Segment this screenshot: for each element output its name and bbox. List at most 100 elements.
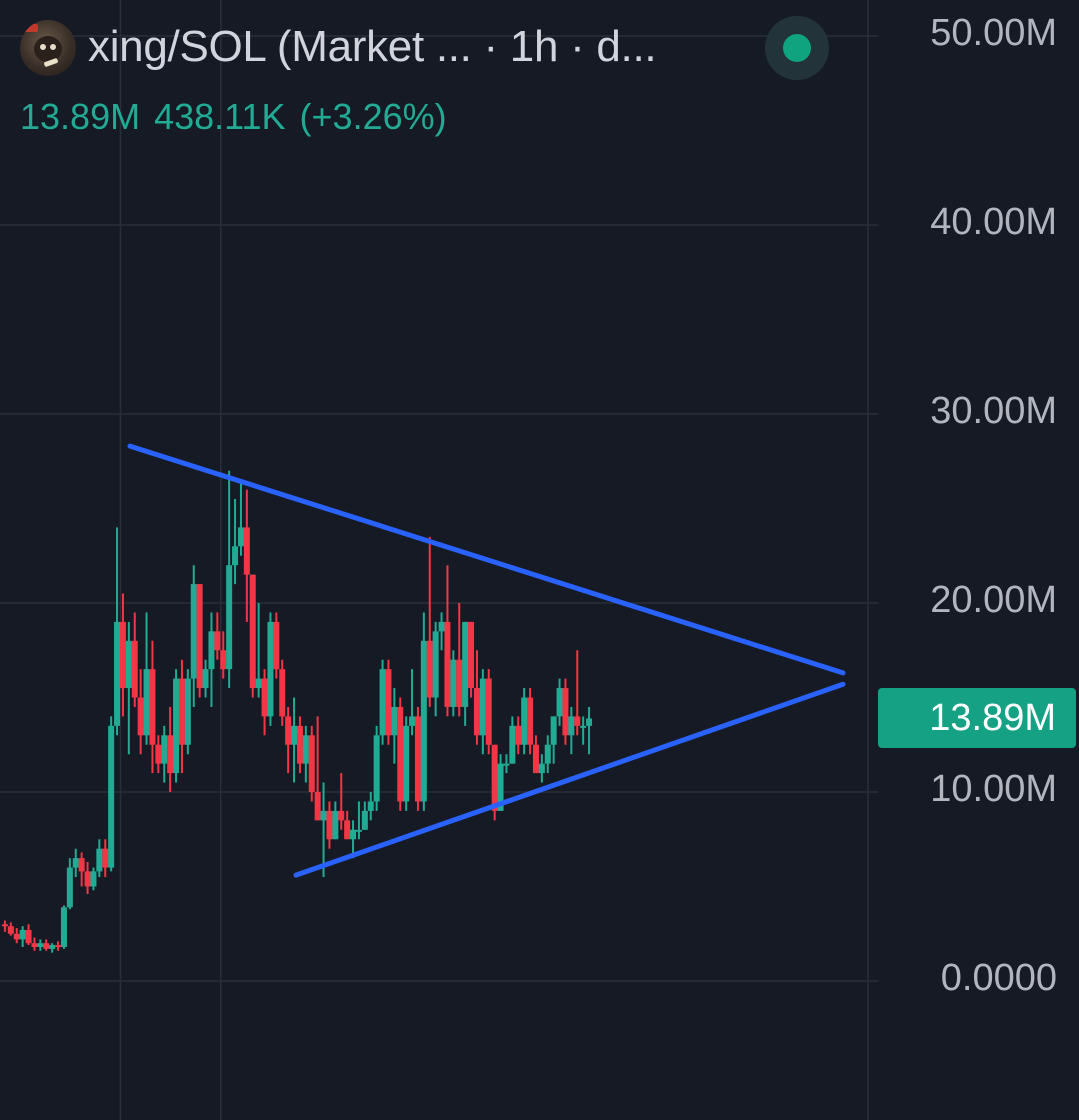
trendline-upper[interactable] <box>127 443 846 676</box>
candle-body <box>438 621 445 632</box>
candle-body <box>55 945 62 948</box>
candle <box>243 489 250 622</box>
trendline-lower[interactable] <box>293 681 846 878</box>
candle <box>544 735 551 774</box>
candle-body <box>178 678 185 745</box>
candle-body <box>84 871 91 887</box>
candle <box>373 725 380 811</box>
candle-body <box>60 907 67 947</box>
candle-body <box>586 718 593 726</box>
candle <box>232 499 239 585</box>
candle-body <box>243 527 250 575</box>
live-status-dot-icon[interactable] <box>765 16 829 80</box>
price-axis-tick: 30.00M <box>930 390 1057 432</box>
trendlines[interactable] <box>127 443 846 878</box>
candle-body <box>485 678 492 745</box>
candle <box>84 861 91 895</box>
candle-body <box>72 858 79 868</box>
price-axis-tick: 20.00M <box>930 579 1057 621</box>
candle-body <box>137 697 144 736</box>
candle-body <box>108 725 115 868</box>
candle-body <box>261 678 268 717</box>
candle <box>473 650 480 745</box>
candle <box>509 716 516 764</box>
candle <box>72 848 79 878</box>
candle-body <box>350 829 357 840</box>
candle-body <box>391 706 398 736</box>
candle <box>285 706 292 774</box>
candle-body <box>373 735 380 802</box>
candle-body <box>296 725 303 764</box>
candle <box>550 716 557 764</box>
candle-body <box>196 584 203 689</box>
token-avatar-icon[interactable] <box>20 20 76 76</box>
candle <box>119 593 126 717</box>
candle-body <box>367 801 374 811</box>
candle-body <box>509 725 516 764</box>
candle <box>438 612 445 651</box>
candle-body <box>462 621 469 707</box>
candle-body <box>1 924 8 927</box>
candle-body <box>66 867 73 908</box>
candle-body <box>414 716 421 802</box>
candle <box>267 612 274 726</box>
candle <box>538 754 545 783</box>
candle-body <box>102 848 109 868</box>
candle-body <box>119 621 126 689</box>
candle <box>409 669 416 736</box>
candle-body <box>232 546 239 566</box>
candle <box>308 725 315 802</box>
price-change: 438.11K <box>154 96 286 137</box>
candle-body <box>450 659 457 707</box>
candle <box>385 659 392 745</box>
candle <box>161 725 168 783</box>
candle-body <box>155 744 162 764</box>
last-price-tag: 13.89M <box>878 688 1076 749</box>
candle-body <box>521 697 528 745</box>
candle-body <box>344 820 351 840</box>
candle-body <box>214 631 221 651</box>
candle-body <box>78 858 85 872</box>
candle <box>184 669 191 755</box>
candle-body <box>456 659 463 707</box>
candle-body <box>125 640 132 689</box>
candle <box>49 943 56 953</box>
candle-body <box>167 735 174 774</box>
candle <box>338 773 345 830</box>
candle-body <box>503 763 510 766</box>
candle-body <box>131 640 138 698</box>
candle <box>391 688 398 764</box>
candle <box>296 716 303 774</box>
candle-body <box>550 716 557 745</box>
candle-body <box>37 943 44 947</box>
candle <box>361 801 368 830</box>
candle <box>479 669 486 755</box>
candle-body <box>208 631 215 670</box>
candle-body <box>355 829 362 832</box>
candle <box>114 527 121 736</box>
candle-body <box>255 678 262 689</box>
candle-body <box>574 716 581 726</box>
candle-body <box>308 735 315 792</box>
candle <box>580 716 587 745</box>
candle <box>155 735 162 774</box>
candle <box>96 839 103 878</box>
price-axis-tick: 0.0000 <box>940 957 1057 999</box>
candle <box>462 621 469 726</box>
candle <box>444 565 451 717</box>
last-price: 13.89M <box>20 96 141 137</box>
candle-body <box>361 810 368 830</box>
candle-body <box>143 669 150 736</box>
candle-body <box>468 621 475 689</box>
candle-body <box>403 725 410 802</box>
symbol-title[interactable]: xing/SOL (Market ... · 1h · d... <box>88 22 657 71</box>
candle <box>261 669 268 736</box>
candle <box>173 669 180 783</box>
candle <box>450 650 457 717</box>
candle <box>190 565 197 707</box>
candle-body <box>249 574 256 689</box>
candle <box>237 480 244 556</box>
candle-body <box>556 688 563 717</box>
candle <box>90 867 97 891</box>
